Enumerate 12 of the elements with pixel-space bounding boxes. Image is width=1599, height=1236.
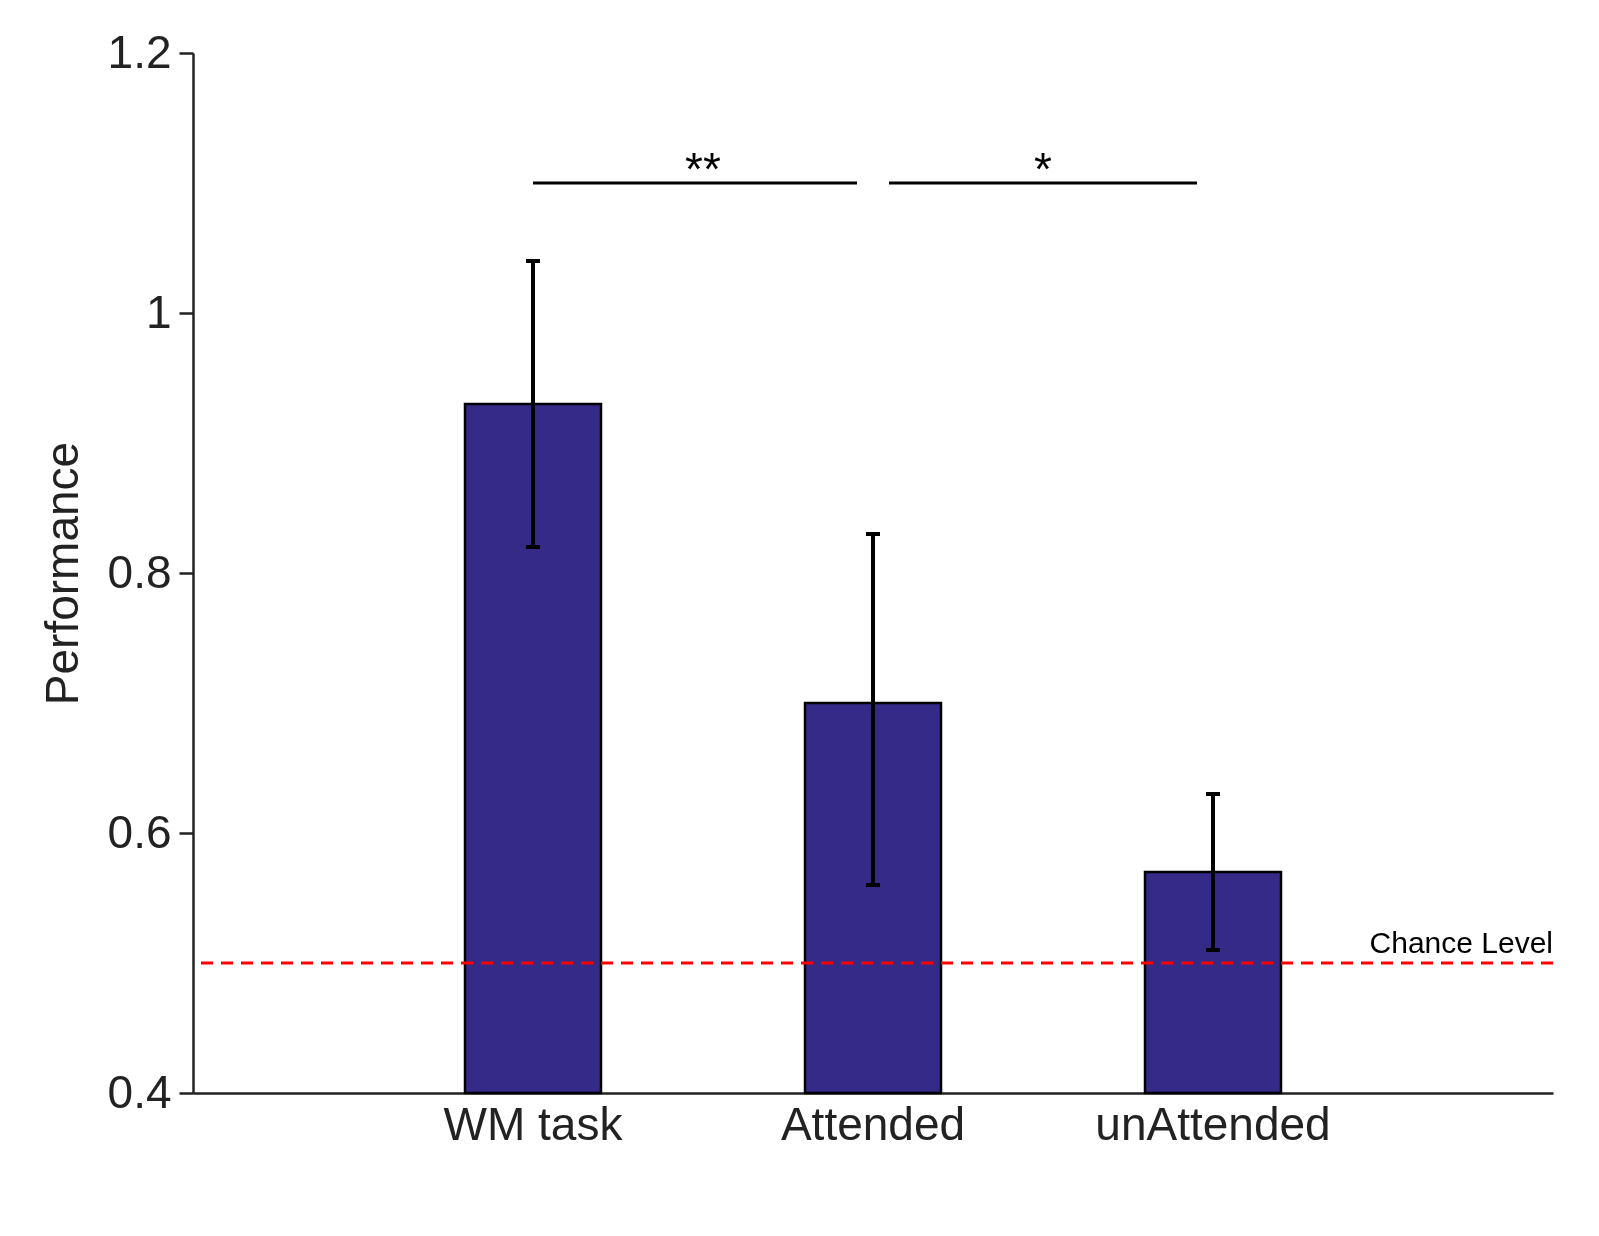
y-tick-label: 0.6 <box>107 805 172 858</box>
y-axis-title: Performance <box>35 441 88 706</box>
y-tick-label: 0.4 <box>107 1065 172 1118</box>
annotation: * <box>1034 143 1053 195</box>
y-tick-label: 1.2 <box>107 25 172 78</box>
x-tick-label: WM task <box>443 1097 624 1150</box>
y-tick-label: 0.8 <box>107 545 172 598</box>
x-tick-label: unAttended <box>1095 1097 1331 1150</box>
y-tick-label: 1 <box>145 285 172 338</box>
x-tick-label: Attended <box>780 1097 966 1150</box>
annotation: ** <box>685 143 721 195</box>
ref-line-label: Chance Level <box>1369 926 1553 959</box>
